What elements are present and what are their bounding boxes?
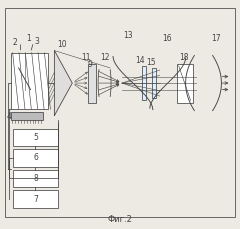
Bar	[13, 129, 58, 146]
Bar	[152, 68, 156, 98]
Text: Фиг.2: Фиг.2	[108, 215, 132, 224]
Text: 14: 14	[135, 56, 145, 65]
Text: 12: 12	[100, 52, 110, 62]
Text: 10: 10	[58, 40, 67, 49]
Bar	[177, 64, 192, 103]
Text: 4: 4	[6, 112, 11, 121]
Text: 13: 13	[123, 31, 133, 40]
Bar	[11, 112, 43, 120]
Bar	[11, 53, 48, 109]
Text: 18: 18	[179, 52, 188, 62]
Text: 17: 17	[212, 34, 221, 43]
Bar	[88, 64, 96, 103]
Bar	[13, 190, 58, 208]
Text: 8: 8	[33, 174, 38, 183]
Text: 5: 5	[33, 133, 38, 142]
Bar	[142, 66, 146, 100]
Bar	[13, 149, 58, 166]
Bar	[13, 170, 58, 187]
Text: 15: 15	[146, 58, 156, 67]
Text: 7: 7	[33, 195, 38, 204]
Text: 16: 16	[162, 34, 172, 43]
Text: 1: 1	[26, 34, 31, 43]
Text: 6: 6	[33, 153, 38, 162]
Text: 3: 3	[34, 37, 39, 46]
Polygon shape	[54, 51, 72, 116]
Text: 9: 9	[88, 60, 93, 69]
Text: 2: 2	[12, 38, 17, 47]
Text: 11: 11	[81, 52, 91, 62]
